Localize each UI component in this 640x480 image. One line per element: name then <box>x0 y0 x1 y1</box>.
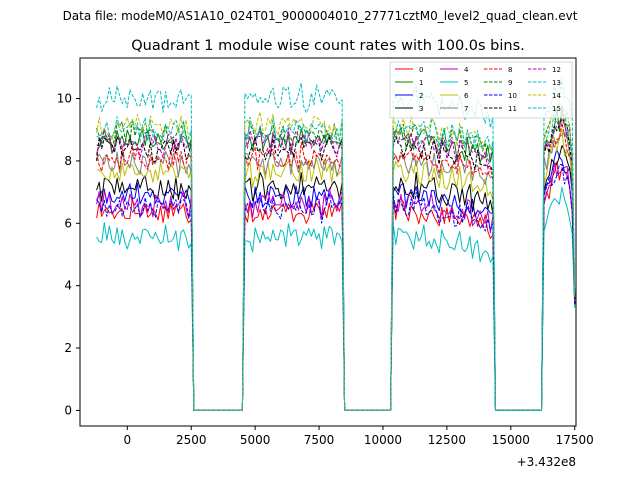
series-line-6 <box>96 128 576 411</box>
x-tick-label: 17500 <box>556 433 594 447</box>
chart-suptitle: Data file: modeM0/AS1A10_024T01_90000040… <box>63 9 578 23</box>
y-tick-label: 2 <box>64 341 72 355</box>
series-line-1 <box>96 104 576 411</box>
legend-label-3: 3 <box>419 105 423 113</box>
legend-label-7: 7 <box>464 105 468 113</box>
series-line-12 <box>96 119 576 411</box>
series-line-11 <box>96 110 576 411</box>
legend-label-13: 13 <box>552 79 561 87</box>
series-line-0 <box>96 161 576 411</box>
series-line-7 <box>96 132 576 411</box>
x-tick-label: 10000 <box>364 433 402 447</box>
legend-label-5: 5 <box>464 79 468 87</box>
x-offset-label: +3.432e8 <box>517 455 576 469</box>
legend-label-15: 15 <box>552 105 561 113</box>
series-line-2 <box>96 148 576 411</box>
legend-label-12: 12 <box>552 66 561 74</box>
legend-label-1: 1 <box>419 79 423 87</box>
x-tick-label: 12500 <box>428 433 466 447</box>
x-tick-label: 0 <box>123 433 131 447</box>
series-line-14 <box>96 101 576 411</box>
series-layer <box>96 77 576 411</box>
legend-label-11: 11 <box>508 105 517 113</box>
series-line-10 <box>96 164 576 411</box>
series-line-3 <box>96 145 576 411</box>
series-line-8 <box>96 122 576 411</box>
series-line-5 <box>96 186 576 411</box>
x-tick-label: 7500 <box>304 433 335 447</box>
legend-label-10: 10 <box>508 92 517 100</box>
legend-label-2: 2 <box>419 92 423 100</box>
y-tick-label: 4 <box>64 279 72 293</box>
plot-frame <box>79 57 577 427</box>
y-tick-label: 0 <box>64 403 72 417</box>
legend-label-9: 9 <box>508 79 512 87</box>
axes-layer: 0 2500 5000 7500 10000 12500 15000 17500 0 2 4 6 8 10 <box>57 92 594 447</box>
legend-box <box>389 61 573 119</box>
x-tick-label: 15000 <box>492 433 530 447</box>
legend-label-14: 14 <box>552 92 561 100</box>
legend-label-6: 6 <box>464 92 469 100</box>
y-tick-label: 6 <box>64 216 72 230</box>
x-tick-label: 2500 <box>176 433 207 447</box>
y-tick-label: 8 <box>64 154 72 168</box>
y-tick-label: 10 <box>57 92 72 106</box>
series-line-4 <box>96 162 576 411</box>
series-line-15 <box>96 105 576 411</box>
chart-title: Quadrant 1 module wise count rates with … <box>131 38 525 54</box>
legend-label-4: 4 <box>464 66 469 74</box>
legend-label-8: 8 <box>508 66 512 74</box>
legend-label-0: 0 <box>419 66 423 74</box>
x-tick-label: 5000 <box>240 433 271 447</box>
